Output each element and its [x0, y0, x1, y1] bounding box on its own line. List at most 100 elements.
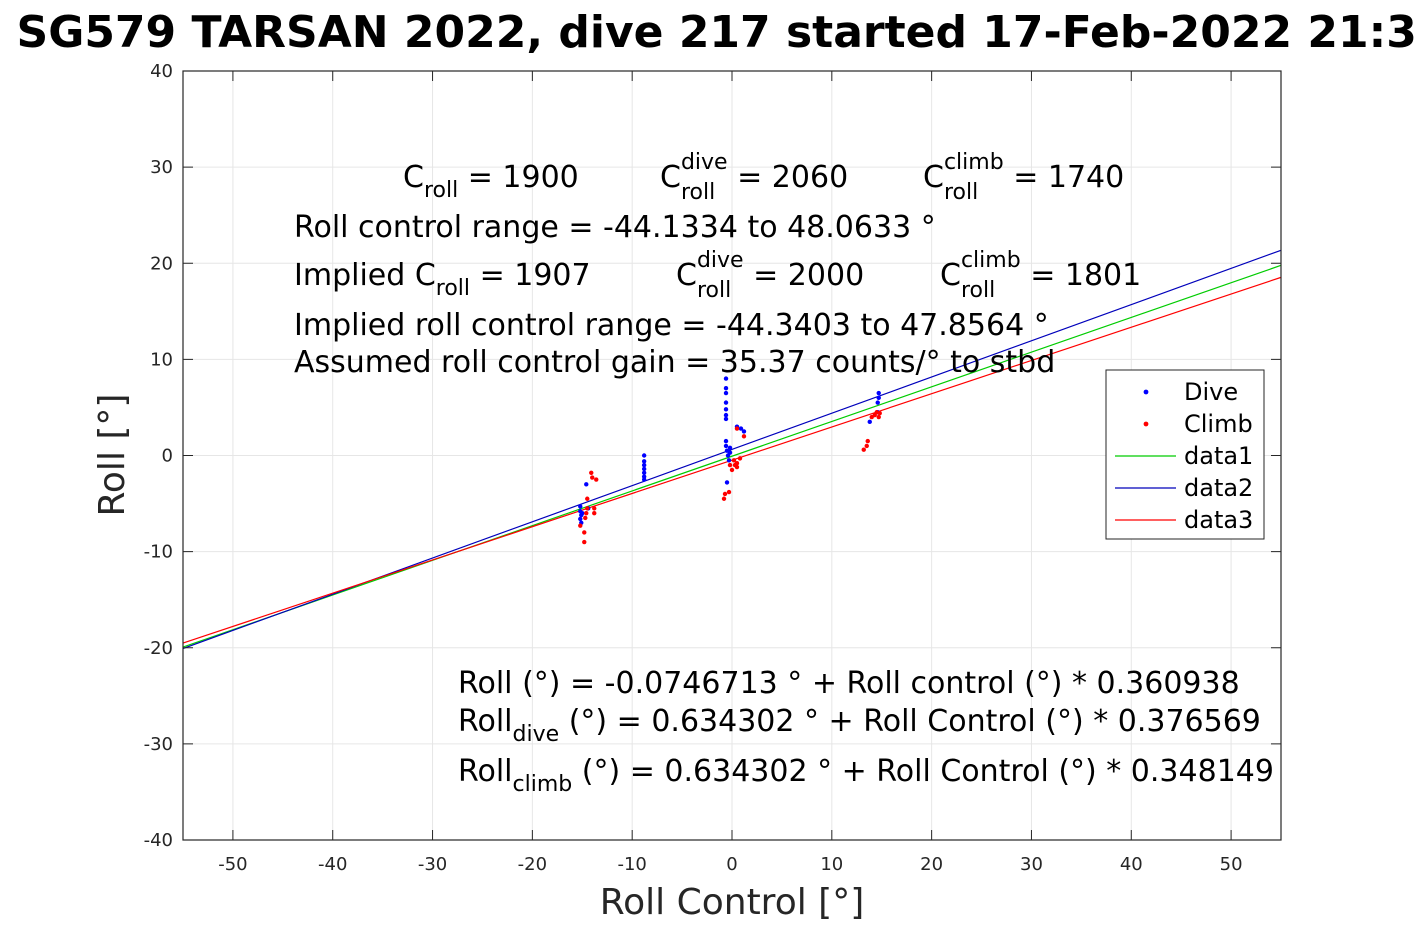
y-axis-label: Roll [°]	[92, 394, 133, 517]
coeff-row2-item-base: Implied C	[294, 258, 436, 293]
point-climb	[589, 470, 594, 476]
y-tick-label: -40	[144, 830, 173, 851]
coeff-row1-item-sub: roll	[681, 180, 715, 205]
point-climb	[727, 462, 733, 468]
x-tick-label: -40	[318, 854, 347, 875]
coeff-row1-item-sup: climb	[944, 150, 1004, 175]
legend-label: data3	[1184, 506, 1253, 534]
fit-equation-rest: (°) = -0.0746713 ° + Roll control (°) * …	[513, 666, 1240, 701]
point-dive	[738, 426, 744, 431]
y-tick-label: 10	[150, 349, 173, 370]
point-dive	[580, 510, 585, 516]
coeff-row2-item-sup: climb	[961, 248, 1021, 273]
coeff-row2-item-rest: = 2000	[744, 258, 865, 293]
implied-range-line: Implied roll control range = -44.3403 to…	[294, 308, 1049, 343]
y-tick-label: -30	[144, 734, 173, 755]
fit-equation-sub: climb	[513, 772, 573, 797]
coeff-row1-item: Croll = 1900	[403, 160, 579, 203]
point-climb	[731, 458, 737, 463]
point-dive	[723, 386, 729, 391]
coeff-row1-item: Cclimb roll = 1740	[923, 150, 1124, 205]
point-dive	[876, 390, 881, 396]
legend-marker-climb	[1143, 421, 1149, 427]
series-line-data1	[182, 264, 1282, 648]
point-dive	[727, 445, 733, 451]
coeff-row2-item: Implied Croll = 1907	[294, 258, 591, 301]
x-tick-label: -50	[218, 854, 247, 875]
point-climb	[585, 506, 590, 511]
point-dive	[723, 438, 729, 444]
x-tick-label: -10	[617, 854, 646, 875]
point-dive	[641, 466, 647, 472]
point-climb	[737, 456, 743, 461]
fit-equation-base: Roll	[458, 754, 513, 789]
point-dive	[867, 419, 872, 425]
point-dive	[724, 480, 730, 485]
fit-equation-rest: (°) = 0.634302 ° + Roll Control (°) * 0.…	[559, 704, 1261, 739]
coeff-row2-item: Cdive roll = 2000	[676, 248, 864, 303]
coeff-row2-item-rest: = 1907	[470, 258, 591, 293]
coeff-row2-item-sub: roll	[961, 278, 995, 303]
coeff-row2-item-sub: roll	[436, 276, 470, 301]
point-climb	[864, 443, 869, 449]
legend-marker-dive	[1143, 389, 1149, 395]
coeff-row1-item-sup: dive	[681, 150, 728, 175]
x-tick-label: 10	[820, 854, 843, 875]
fit-equation: Rollclimb (°) = 0.634302 ° + Roll Contro…	[458, 754, 1274, 797]
point-dive	[741, 429, 747, 434]
y-tick-label: 20	[150, 253, 173, 274]
chart-title: SG579 TARSAN 2022, dive 217 started 17-F…	[17, 7, 1417, 58]
legend-box	[1105, 369, 1265, 540]
point-dive	[641, 459, 647, 464]
x-tick-label: -30	[418, 854, 447, 875]
x-tick-label: 40	[1120, 854, 1143, 875]
point-climb	[876, 414, 881, 420]
point-climb	[722, 491, 728, 497]
point-climb	[592, 506, 597, 511]
fit-equation: Rolldive (°) = 0.634302 ° + Roll Control…	[458, 704, 1261, 747]
x-axis-label: Roll Control [°]	[600, 882, 865, 923]
point-dive	[726, 458, 732, 463]
point-climb	[741, 434, 747, 439]
y-tick-label: -20	[144, 638, 173, 659]
coeff-row2-item: Cclimb roll = 1801	[940, 248, 1141, 303]
point-dive	[578, 516, 583, 522]
gain-line: Assumed roll control gain = 35.37 counts…	[294, 345, 1055, 380]
legend-label: Climb	[1184, 410, 1253, 438]
legend: Dive Climb data1 data2 data3	[1105, 369, 1265, 540]
coeff-row1-item-rest: = 2060	[728, 160, 849, 195]
point-dive	[727, 450, 733, 455]
coeff-row1-item-base: C	[403, 160, 424, 195]
point-climb	[592, 510, 597, 516]
coeff-row1-item-rest: = 1900	[458, 160, 579, 195]
y-tick-label: 0	[162, 446, 173, 467]
y-tick-label: 30	[150, 157, 173, 178]
coeff-row1-item-base: C	[660, 160, 681, 195]
point-dive	[723, 376, 729, 381]
point-dive	[723, 400, 729, 405]
coeff-row1-item-sub: roll	[424, 178, 458, 203]
point-dive	[875, 400, 880, 405]
coeff-row1-item: Cdive roll = 2060	[660, 150, 848, 205]
coeff-row1-item-sub: roll	[944, 180, 978, 205]
fit-equation-base: Roll	[458, 704, 513, 739]
x-tick-label: 50	[1220, 854, 1243, 875]
coeff-row2-item-sup: dive	[697, 248, 744, 273]
coeff-row1-item-rest: = 1740	[1004, 160, 1125, 195]
point-climb	[726, 489, 732, 495]
fit-equation: Roll (°) = -0.0746713 ° + Roll control (…	[458, 666, 1240, 701]
point-dive	[876, 395, 881, 401]
coeff-row1-item-base: C	[923, 160, 944, 195]
x-tick-label: 0	[726, 854, 737, 875]
legend-label: Dive	[1184, 378, 1238, 406]
point-dive	[641, 470, 647, 476]
range-line: Roll control range = -44.1334 to 48.0633…	[294, 210, 936, 245]
point-climb	[734, 426, 740, 431]
point-climb	[732, 462, 738, 468]
point-dive	[641, 453, 647, 458]
fit-equation-sub: dive	[513, 722, 560, 747]
x-tick-label: 30	[1020, 854, 1043, 875]
point-dive	[723, 443, 729, 449]
legend-label: data2	[1184, 474, 1253, 502]
